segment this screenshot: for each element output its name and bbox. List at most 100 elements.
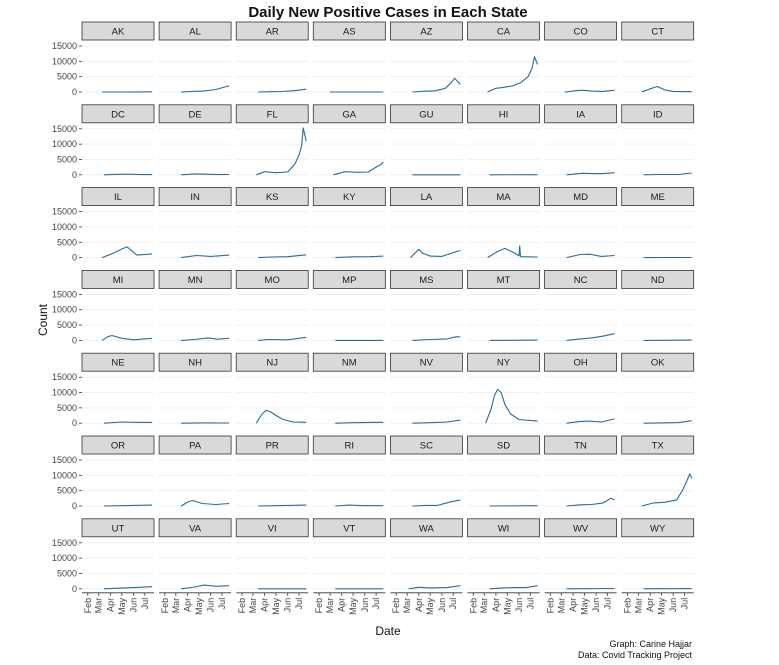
y-tick-label: 15000 [52,124,77,134]
facet-panel-al: AL [159,22,231,92]
series-line-ga [333,162,383,175]
series-line-ms [412,337,460,341]
facet-strip-label: AK [112,27,125,38]
facet-strip-label: MP [342,275,356,286]
y-tick-label: 10000 [52,388,77,398]
facet-strip-label: NY [497,358,511,369]
facet-strip-label: MA [496,192,511,203]
facet-strip-label: DC [111,109,125,120]
series-line-va [181,585,229,589]
y-tick-label: 5000 [57,568,77,578]
y-tick-label: 15000 [52,289,77,299]
facet-strip-label: OH [573,358,587,369]
facet-panel-mp: MP [313,270,385,340]
x-tick-label: Feb [545,598,555,614]
facet-panel-in: IN [159,188,231,258]
facet-strip-label: RI [345,441,355,452]
facet-strip-label: GA [342,109,356,120]
x-tick-label: May [579,597,589,615]
facet-strip-label: FL [267,109,278,120]
facet-panel-mt: MT [468,270,540,340]
y-tick-label: 0 [72,170,77,180]
series-line-il [102,247,152,258]
x-tick-label: Mar [479,598,489,614]
series-line-ri [335,505,383,506]
facet-strip-label: PA [189,441,202,452]
y-tick-label: 10000 [52,222,77,232]
facet-panel-ar: AR [236,22,308,92]
facet-strip-label: ME [651,192,665,203]
facet-panel-tx: TX [622,436,694,506]
facet-panel-ky: KY [313,188,385,258]
facet-panel-ri: RI [313,436,385,506]
x-tick-label: Jun [360,598,370,613]
series-line-md [567,254,615,257]
series-line-nc [567,334,615,341]
x-tick-label: Jun [283,598,293,613]
x-tick-label: May [502,597,512,615]
series-line-pa [181,501,229,507]
facet-panel-ok: OK [622,353,694,423]
series-line-ca [488,57,538,92]
series-line-de [181,174,229,175]
facet-panel-id: ID [622,105,694,175]
x-tick-label: Jun [514,598,524,613]
facet-panel-de: DE [159,105,231,175]
facet-panel-ny: NY [468,353,540,423]
x-tick-label: May [657,597,667,615]
y-tick-label: 10000 [52,470,77,480]
facet-panel-mo: MO [236,270,308,340]
facet-panel-nj: NJ [236,353,308,423]
x-tick-label: Apr [337,598,347,612]
facet-strip-label: MN [188,275,203,286]
facet-strip-label: MO [265,275,280,286]
x-tick-label: Jul [371,598,381,610]
facet-strip-label: AZ [420,27,432,38]
y-tick-label: 5000 [57,403,77,413]
facet-strip-label: NH [188,358,202,369]
x-tick-label: Feb [237,598,247,614]
series-line-dc [104,174,152,175]
facet-strip-label: CA [497,27,511,38]
x-tick-label: Jul [217,598,227,610]
x-tick-label: Apr [260,598,270,612]
facet-strip-label: KS [266,192,279,203]
x-tick-label: Apr [568,598,578,612]
facet-strip-label: CT [651,27,664,38]
series-line-mo [258,337,306,340]
facet-strip-label: IN [190,192,200,203]
y-tick-label: 10000 [52,553,77,563]
y-tick-label: 0 [72,584,77,594]
series-line-ny [486,390,538,424]
series-line-ks [258,255,306,258]
facet-strip-label: PR [266,441,279,452]
facet-panel-sd: SD [468,436,540,506]
facet-panel-gu: GU [390,105,462,175]
facet-panel-nd: ND [622,270,694,340]
x-tick-label: Jul [602,598,612,610]
facet-panel-pr: PR [236,436,308,506]
x-tick-label: Apr [414,598,424,612]
facet-strip-label: WV [573,523,589,534]
facet-strip-label: NV [420,358,434,369]
facet-strip-label: DE [188,109,201,120]
facet-strip-label: MI [113,275,124,286]
y-tick-label: 15000 [52,455,77,465]
series-line-nj [256,410,306,423]
x-tick-label: Jul [525,598,535,610]
caption-graph-credit: Graph: Carine Hajjar [609,639,692,649]
x-tick-label: Feb [468,598,478,614]
x-tick-label: Jul [680,598,690,610]
y-axis-title: Count [36,303,50,336]
facet-panel-fl: FL [236,105,308,175]
facet-strip-label: WY [650,523,666,534]
x-tick-label: Mar [633,598,643,614]
y-tick-label: 15000 [52,207,77,217]
series-line-ar [258,89,306,92]
